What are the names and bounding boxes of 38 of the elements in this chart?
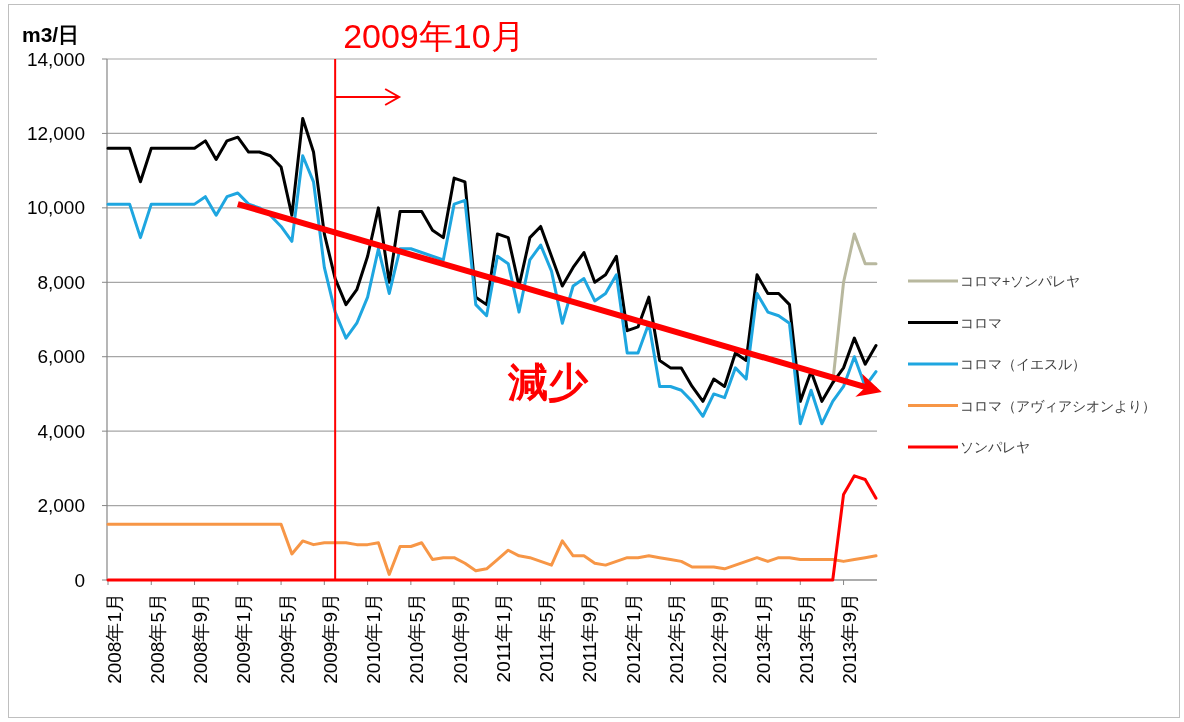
y-axis-title: m3/日 bbox=[22, 22, 80, 46]
line-series bbox=[106, 154, 878, 426]
x-tick-label: 2008年5月 bbox=[146, 593, 168, 684]
x-tick-label: 2009年5月 bbox=[276, 593, 298, 684]
x-tick-label: 2009年1月 bbox=[233, 593, 255, 684]
legend-label: ソンパレヤ bbox=[960, 439, 1030, 455]
x-tick-label: 2012年1月 bbox=[622, 593, 644, 684]
annotation: 減少 bbox=[507, 360, 589, 404]
x-tick-label: 2009年9月 bbox=[319, 593, 341, 684]
y-tick-label: 4,000 bbox=[37, 420, 85, 442]
x-tick-label: 2010年5月 bbox=[406, 593, 428, 684]
y-tick-label: 2,000 bbox=[37, 495, 85, 517]
y-tick-label: 8,000 bbox=[37, 271, 85, 293]
y-tick-label: 6,000 bbox=[37, 346, 85, 368]
x-tick-label: 2012年9月 bbox=[709, 593, 731, 684]
legend-label: コロマ bbox=[960, 314, 1002, 331]
x-tick-label: 2011年9月 bbox=[579, 593, 601, 683]
x-tick-label: 2010年9月 bbox=[449, 593, 471, 684]
legend-label: コロマ+ソンパレヤ bbox=[960, 273, 1081, 289]
line-series bbox=[831, 232, 878, 385]
legend-label: コロマ（アヴィアシオンより） bbox=[960, 397, 1156, 414]
x-tick-label: 2011年1月 bbox=[492, 593, 514, 683]
y-tick-label: 0 bbox=[74, 569, 85, 591]
y-tick-label: 12,000 bbox=[26, 122, 85, 144]
y-tick-label: 10,000 bbox=[26, 197, 85, 219]
x-tick-label: 2013年5月 bbox=[795, 593, 817, 684]
x-tick-label: 2011年5月 bbox=[536, 593, 558, 683]
line-series bbox=[106, 117, 878, 403]
y-tick-label: 14,000 bbox=[26, 48, 85, 70]
line-series bbox=[106, 522, 878, 576]
x-tick-label: 2008年1月 bbox=[103, 593, 125, 684]
x-tick-label: 2013年9月 bbox=[839, 593, 861, 684]
legend-label: コロマ（イエスル） bbox=[960, 356, 1086, 372]
x-tick-label: 2013年1月 bbox=[752, 593, 774, 684]
x-tick-label: 2012年5月 bbox=[665, 593, 687, 684]
x-tick-label: 2010年1月 bbox=[363, 593, 385, 684]
x-tick-label: 2008年9月 bbox=[190, 593, 212, 684]
ref-line-label: 2009年10月 bbox=[343, 17, 525, 55]
